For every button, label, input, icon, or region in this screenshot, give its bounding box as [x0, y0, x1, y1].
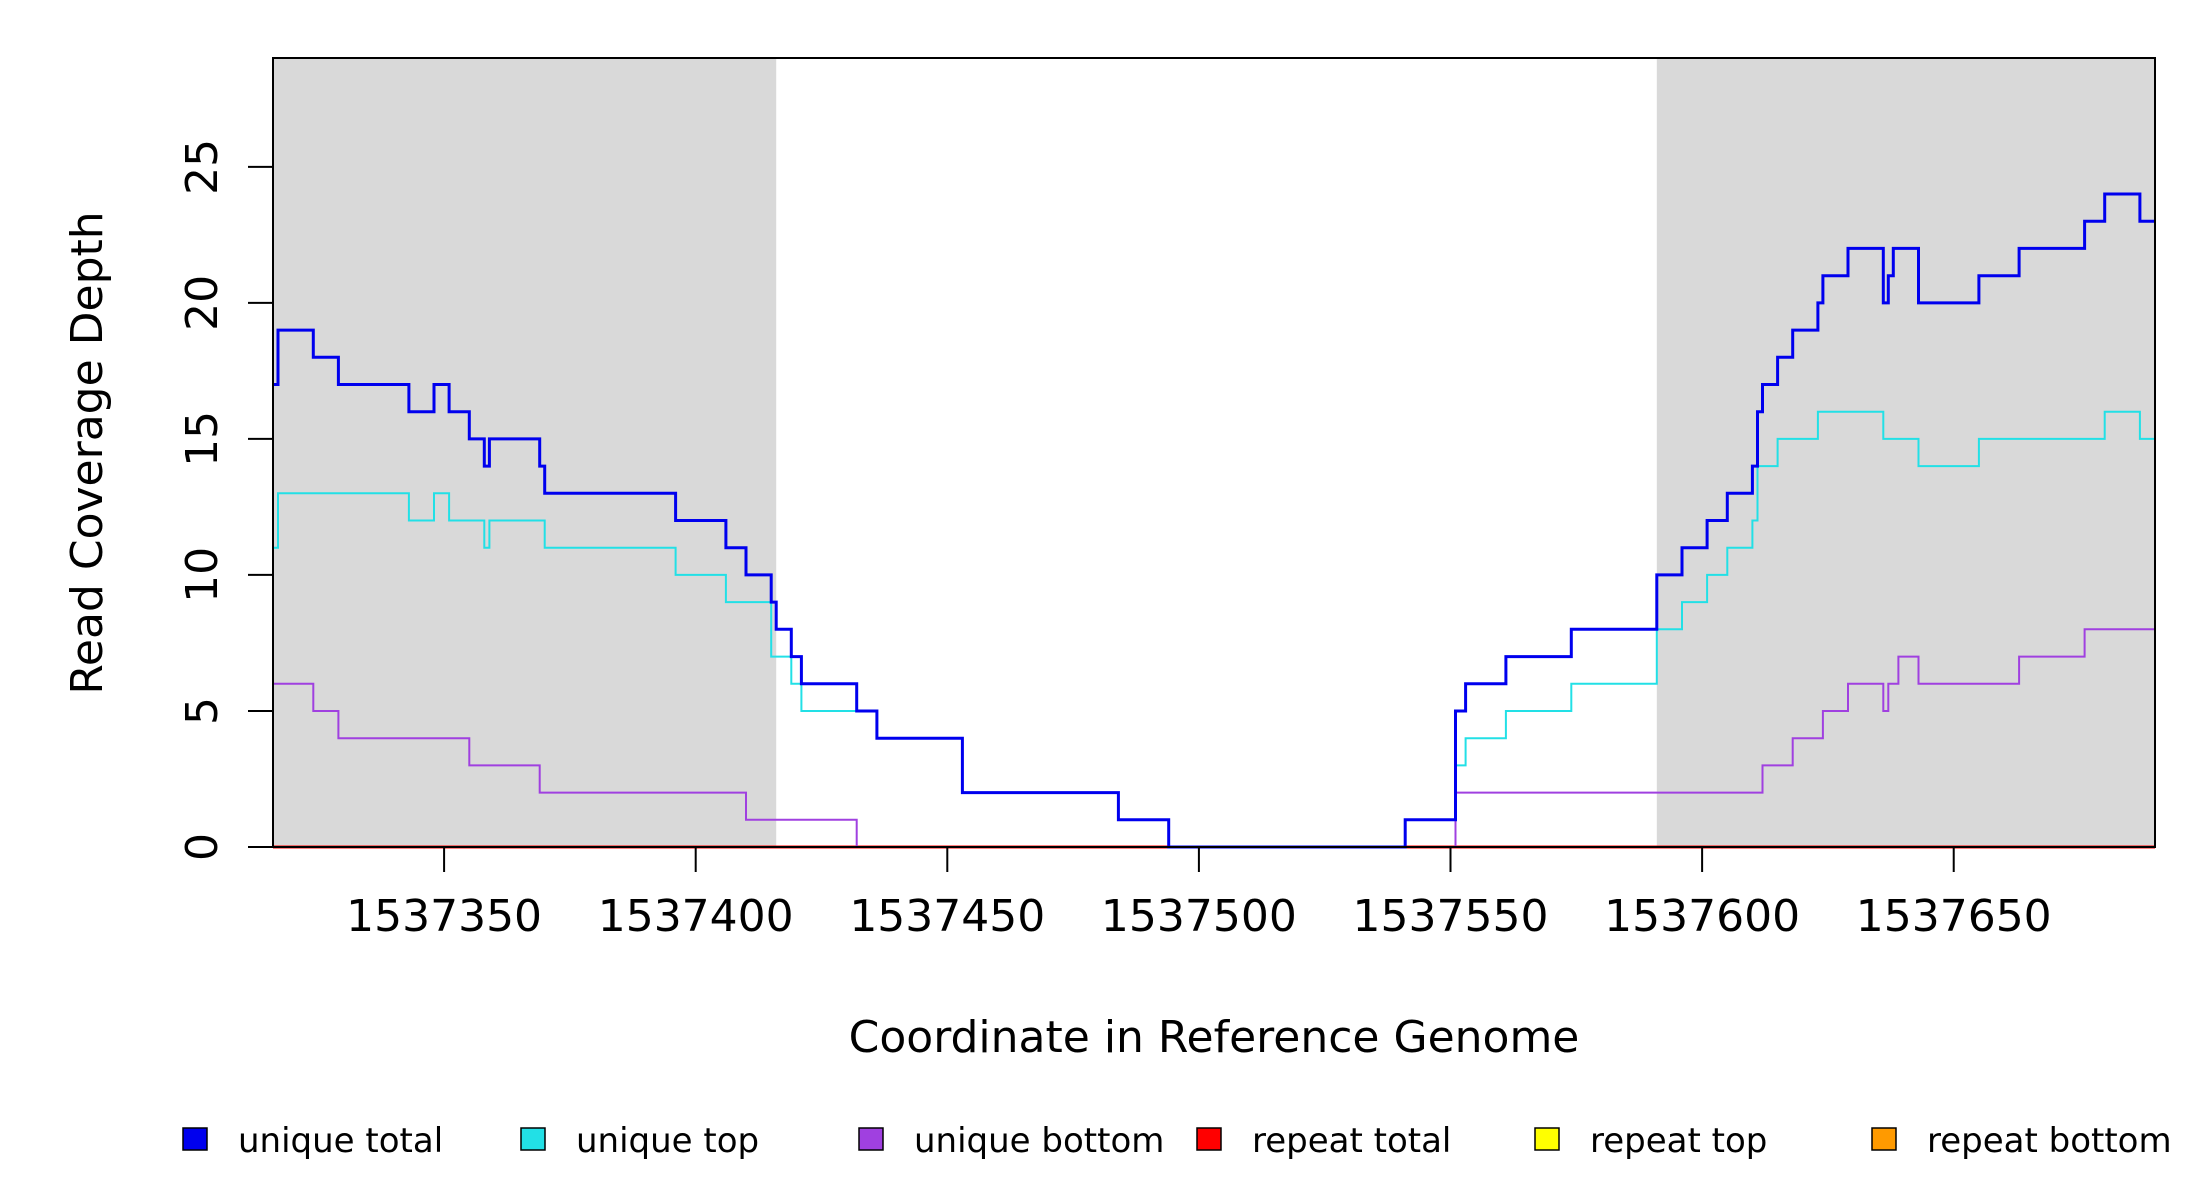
shaded-region-1 — [1656, 58, 2155, 847]
x-tick-label: 1537650 — [1856, 891, 2052, 942]
legend-label-repeat-top: repeat top — [1590, 1121, 1767, 1161]
legend-swatch-repeat-total — [1196, 1127, 1222, 1151]
legend-swatch-repeat-bottom — [1871, 1127, 1897, 1151]
shaded-region-0 — [273, 58, 777, 847]
series-line-unique-bottom — [273, 628, 2155, 848]
y-axis: 0 5 10 15 20 25 — [177, 139, 273, 861]
legend: unique total unique top unique bottom repea… — [182, 1121, 2172, 1161]
y-tick-label: 0 — [177, 833, 228, 861]
x-tick-label: 1537400 — [598, 891, 794, 942]
x-tick-label: 1537350 — [346, 891, 542, 942]
legend-label-repeat-total: repeat total — [1252, 1121, 1451, 1161]
x-tick-label: 1537500 — [1101, 891, 1297, 942]
legend-label-repeat-bottom: repeat bottom — [1927, 1121, 2172, 1161]
y-tick-label: 10 — [177, 547, 228, 603]
y-tick-label: 20 — [177, 275, 228, 331]
series-line-unique-total — [273, 192, 2155, 849]
plot-frame — [272, 57, 2156, 848]
legend-swatch-unique-top — [520, 1127, 546, 1151]
y-tick-label: 5 — [177, 697, 228, 725]
y-axis-title: Read Coverage Depth — [62, 211, 113, 694]
x-tick-label: 1537550 — [1353, 891, 1549, 942]
shaded-regions — [273, 58, 2155, 847]
x-axis: 1537350 1537400 1537450 1537500 1537550 15376… — [346, 847, 2052, 942]
x-tick-label: 1537450 — [849, 891, 1045, 942]
y-tick-label: 25 — [177, 139, 228, 195]
legend-label-unique-bottom: unique bottom — [914, 1121, 1164, 1161]
legend-swatch-unique-total — [182, 1127, 208, 1151]
legend-swatch-unique-bottom — [858, 1127, 884, 1151]
x-axis-title: Coordinate in Reference Genome — [849, 1012, 1580, 1063]
legend-label-unique-top: unique top — [576, 1121, 759, 1161]
legend-swatch-repeat-top — [1534, 1127, 1560, 1151]
legend-label-unique-total: unique total — [238, 1121, 443, 1161]
y-tick-label: 15 — [177, 411, 228, 467]
x-tick-label: 1537600 — [1604, 891, 1800, 942]
